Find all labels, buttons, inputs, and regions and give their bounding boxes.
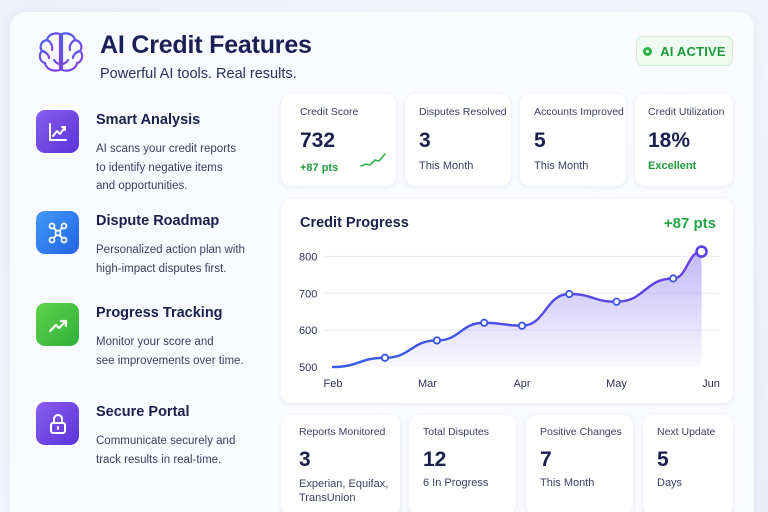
- lock-icon: [36, 402, 79, 445]
- feature-title: Smart Analysis: [96, 112, 201, 128]
- credit-progress-chart: 500 600 700 800 Feb Mar Apr May Jun: [299, 245, 720, 390]
- stat-card-accounts-improved[interactable]: Accounts Improved 5 This Month: [520, 94, 626, 186]
- feature-description: Monitor your score and see improvements o…: [96, 336, 244, 367]
- stat-card-credit-utilization[interactable]: Credit Utilization 18% Excellent: [635, 94, 733, 186]
- stat-card-positive-changes[interactable]: Positive Changes 7 This Month: [526, 415, 633, 512]
- stat-label: Next Update: [657, 426, 716, 438]
- stat-value: 5: [534, 129, 546, 152]
- stat-sub: 6 In Progress: [423, 477, 489, 489]
- stat-card-total-disputes[interactable]: Total Disputes 12 6 In Progress: [409, 415, 516, 512]
- stat-value: 5: [657, 448, 669, 471]
- data-point: [565, 289, 574, 299]
- stat-label: Positive Changes: [540, 426, 622, 438]
- sparkline-icon: [360, 153, 386, 167]
- x-tick-label: May: [606, 378, 627, 390]
- x-tick-label: Apr: [513, 378, 530, 390]
- stat-card-next-update[interactable]: Next Update 5 Days: [643, 415, 733, 512]
- ai-active-badge: AI ACTIVE: [636, 36, 733, 66]
- stat-card-disputes-resolved[interactable]: Disputes Resolved 3 This Month: [405, 94, 511, 186]
- stat-value: 732: [300, 129, 336, 152]
- stat-value: 7: [540, 448, 552, 471]
- stat-sub: This Month: [419, 160, 474, 172]
- stat-value: 3: [299, 448, 311, 471]
- stat-label: Reports Monitored: [299, 426, 386, 438]
- stat-sub: This Month: [534, 160, 589, 172]
- stat-sub: This Month: [540, 477, 595, 489]
- feature-description: AI scans your credit reports to identify …: [96, 143, 236, 192]
- stat-sub: Days: [657, 477, 683, 489]
- roadmap-nodes-icon: [36, 211, 79, 254]
- data-point: [480, 318, 489, 327]
- y-tick-label: 700: [299, 288, 317, 300]
- feature-description: Communicate securely and track results in…: [96, 435, 236, 466]
- x-tick-label: Feb: [324, 378, 343, 390]
- data-point: [612, 297, 621, 306]
- data-point: [432, 336, 442, 345]
- stat-value: 3: [419, 129, 431, 152]
- feature-title: Secure Portal: [96, 404, 190, 420]
- stat-label: Accounts Improved: [534, 106, 624, 118]
- feature-title: Dispute Roadmap: [96, 213, 220, 229]
- page-title: AI Credit Features: [100, 31, 312, 59]
- stat-card-reports-monitored[interactable]: Reports Monitored 3 Experian, Equifax, Tr…: [281, 415, 400, 512]
- feature-description: Personalized action plan with high-impact…: [96, 244, 245, 275]
- stat-sub: Excellent: [648, 160, 697, 172]
- brain-icon: [38, 32, 84, 72]
- y-tick-label: 600: [299, 325, 317, 337]
- x-tick-label: Jun: [702, 378, 720, 390]
- x-tick-label: Mar: [418, 378, 437, 390]
- feature-title: Progress Tracking: [96, 305, 223, 321]
- data-point: [517, 321, 527, 330]
- chart-title: Credit Progress: [300, 215, 409, 231]
- stat-sub: +87 pts: [300, 162, 339, 174]
- data-point: [669, 274, 678, 283]
- credit-progress-chart-card: Credit Progress +87 pts 500 600 700 800 Feb M…: [281, 199, 733, 403]
- stat-label: Credit Score: [300, 106, 359, 118]
- stat-value: 12: [423, 448, 447, 471]
- y-tick-label: 500: [299, 362, 317, 374]
- data-point: [695, 245, 708, 258]
- page-subtitle: Powerful AI tools. Real results.: [100, 66, 297, 82]
- stat-value: 18%: [648, 129, 691, 152]
- trend-up-icon: [36, 303, 79, 346]
- status-dot-icon: [643, 46, 653, 56]
- stat-sub: Experian, Equifax, TransUnion: [299, 478, 389, 504]
- analysis-chart-icon: [36, 110, 79, 153]
- stat-card-credit-score[interactable]: Credit Score 732 +87 pts: [281, 94, 396, 186]
- stat-label: Disputes Resolved: [419, 106, 507, 118]
- stat-label: Credit Utilization: [648, 106, 725, 118]
- chart-delta: +87 pts: [663, 215, 716, 232]
- stat-label: Total Disputes: [423, 426, 489, 438]
- badge-label: AI ACTIVE: [660, 43, 726, 59]
- area-fill: [333, 251, 702, 367]
- y-tick-label: 800: [299, 251, 317, 263]
- data-point: [380, 353, 390, 362]
